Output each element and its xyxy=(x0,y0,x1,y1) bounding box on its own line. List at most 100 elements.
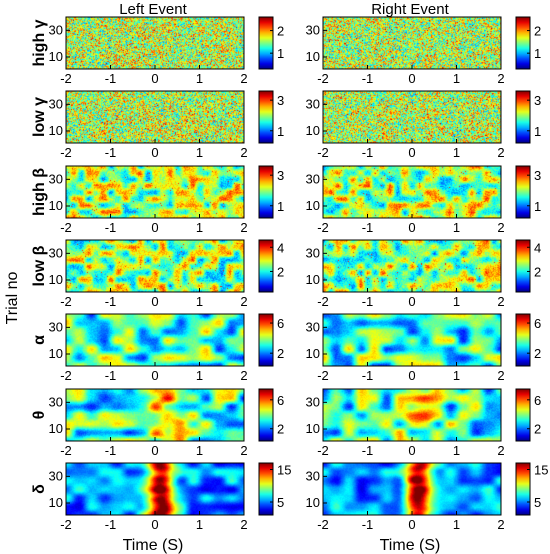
colorbar-tick-label: 3 xyxy=(534,168,541,183)
x-tick-label: 0 xyxy=(151,443,158,458)
colorbar xyxy=(515,16,531,70)
colorbar-tick-label: 1 xyxy=(534,46,541,61)
x-tick-label: -2 xyxy=(317,368,329,383)
x-tick-label: 0 xyxy=(151,220,158,235)
x-tick-label: -1 xyxy=(362,145,374,160)
heatmap-panel: -2 -1 0 1 2 10 30 4 2 xyxy=(306,239,541,309)
x-tick-label: 1 xyxy=(196,294,203,309)
x-tick-label: 1 xyxy=(453,443,460,458)
colorbar xyxy=(515,388,531,442)
band-label: high β xyxy=(31,168,48,216)
x-tick-label: 1 xyxy=(453,145,460,160)
heatmap-image xyxy=(66,463,244,515)
y-tick-label: 10 xyxy=(49,272,63,287)
x-tick-label: 2 xyxy=(497,71,504,86)
x-tick-label: 1 xyxy=(453,220,460,235)
colorbar xyxy=(258,462,274,516)
colorbar xyxy=(258,239,274,293)
colorbar xyxy=(258,313,274,367)
colorbar xyxy=(515,462,531,516)
colorbar xyxy=(258,165,274,219)
colorbar-tick-label: 2 xyxy=(277,422,284,437)
column-title-right: Right Event xyxy=(371,1,449,18)
heatmap-panel: -2 -1 0 1 2 10 30 2 1 xyxy=(49,16,284,86)
y-tick-label: 10 xyxy=(49,198,63,213)
y-tick-label: 10 xyxy=(306,421,320,436)
heatmap-panel: -2 -1 0 1 2 10 30 3 1 xyxy=(49,165,284,235)
colorbar-tick-label: 4 xyxy=(534,240,541,255)
x-tick-label: -2 xyxy=(60,443,72,458)
x-tick-label: -1 xyxy=(105,517,117,532)
colorbar xyxy=(515,313,531,367)
y-tick-label: 30 xyxy=(49,319,63,334)
y-tick-label: 30 xyxy=(306,96,320,111)
x-tick-label: -1 xyxy=(105,443,117,458)
x-tick-label: -2 xyxy=(60,220,72,235)
x-tick-label: 2 xyxy=(240,220,247,235)
x-tick-label: 2 xyxy=(240,517,247,532)
y-tick-label: 10 xyxy=(49,346,63,361)
y-tick-label: 10 xyxy=(306,123,320,138)
x-tick-label: -2 xyxy=(317,71,329,86)
x-tick-label: -2 xyxy=(317,517,329,532)
x-tick-label: -1 xyxy=(105,71,117,86)
colorbar-tick-label: 5 xyxy=(534,495,541,510)
x-tick-label: 2 xyxy=(240,443,247,458)
colorbar-tick-label: 2 xyxy=(277,24,284,39)
colorbar-tick-label: 2 xyxy=(534,346,541,361)
colorbar-tick-label: 6 xyxy=(277,316,284,331)
colorbar xyxy=(515,90,531,144)
heatmap-panel: -2 -1 0 1 2 10 30 6 2 xyxy=(49,313,284,383)
y-tick-label: 30 xyxy=(49,171,63,186)
x-tick-label: 2 xyxy=(240,71,247,86)
colorbar xyxy=(258,90,274,144)
x-tick-label: 2 xyxy=(497,220,504,235)
y-tick-label: 30 xyxy=(306,319,320,334)
x-axis-label-right: Time (S) xyxy=(380,537,441,554)
x-tick-label: 0 xyxy=(408,220,415,235)
heatmap-panel: -2 -1 0 1 2 10 30 15 5 xyxy=(306,462,548,532)
heatmap-image xyxy=(323,389,501,441)
x-tick-label: -1 xyxy=(105,368,117,383)
x-tick-label: -1 xyxy=(362,71,374,86)
heatmap-image xyxy=(323,17,501,69)
colorbar-tick-label: 6 xyxy=(277,393,284,408)
x-tick-label: -1 xyxy=(362,220,374,235)
heatmap-panel: -2 -1 0 1 2 10 30 6 2 xyxy=(49,388,284,458)
heatmap-panel: -2 -1 0 1 2 10 30 15 5 xyxy=(49,462,291,532)
x-tick-label: 2 xyxy=(497,145,504,160)
x-tick-label: 2 xyxy=(497,443,504,458)
colorbar-tick-label: 6 xyxy=(534,393,541,408)
x-tick-label: 0 xyxy=(151,145,158,160)
x-tick-label: 2 xyxy=(240,145,247,160)
x-tick-label: 1 xyxy=(196,443,203,458)
x-tick-label: -2 xyxy=(60,71,72,86)
x-tick-label: 0 xyxy=(151,368,158,383)
y-tick-label: 30 xyxy=(49,394,63,409)
x-tick-label: -1 xyxy=(362,443,374,458)
x-axis-label-left: Time (S) xyxy=(123,537,184,554)
x-tick-label: 0 xyxy=(408,294,415,309)
colorbar xyxy=(515,239,531,293)
x-tick-label: -1 xyxy=(105,220,117,235)
y-axis-label: Trial no xyxy=(4,272,21,325)
x-tick-label: 0 xyxy=(151,517,158,532)
x-tick-label: 0 xyxy=(151,294,158,309)
x-tick-label: 1 xyxy=(453,71,460,86)
heatmap-panel: -2 -1 0 1 2 10 30 3 1 xyxy=(306,90,541,160)
y-tick-label: 10 xyxy=(306,346,320,361)
heatmap-image xyxy=(66,389,244,441)
colorbar-tick-label: 1 xyxy=(277,124,284,139)
band-label: α xyxy=(31,335,48,345)
y-tick-label: 30 xyxy=(49,468,63,483)
colorbar-tick-label: 4 xyxy=(277,240,284,255)
x-tick-label: 0 xyxy=(408,145,415,160)
colorbar-tick-label: 3 xyxy=(277,168,284,183)
colorbar-tick-label: 5 xyxy=(277,495,284,510)
y-tick-label: 10 xyxy=(306,49,320,64)
x-tick-label: 2 xyxy=(497,517,504,532)
colorbar-tick-label: 2 xyxy=(534,264,541,279)
x-tick-label: -1 xyxy=(105,145,117,160)
y-tick-label: 10 xyxy=(49,123,63,138)
heatmap-image xyxy=(66,17,244,69)
